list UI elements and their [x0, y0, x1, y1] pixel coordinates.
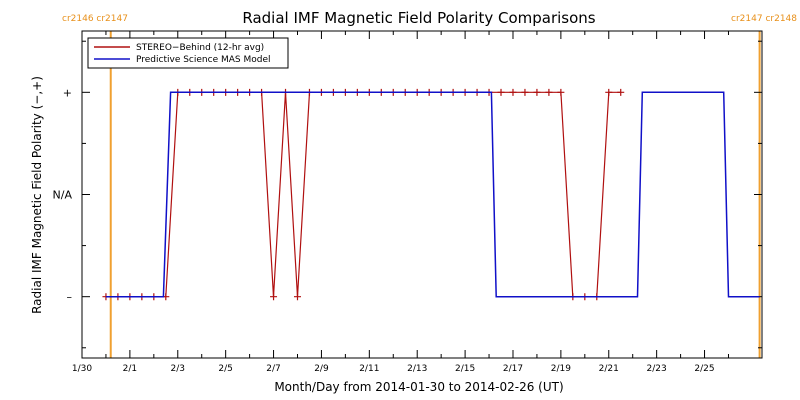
mas-model-series-line — [105, 91, 760, 298]
x-tick-label: 2/19 — [551, 364, 571, 374]
stereo-behind-series-point — [497, 88, 505, 96]
legend-entry: STEREO−Behind (12-hr avg) — [136, 43, 264, 53]
stereo-behind-series-point — [270, 293, 278, 301]
stereo-behind-series-point — [509, 88, 517, 96]
y-tick-label: – — [67, 291, 73, 304]
x-tick-label: 2/5 — [218, 364, 232, 374]
stereo-behind-series-point — [557, 88, 565, 96]
plot-frame — [81, 30, 763, 359]
legend: STEREO−Behind (12-hr avg) Predictive Scie… — [87, 37, 289, 69]
stereo-behind-series-point — [521, 88, 529, 96]
y-tick-label: + — [63, 86, 72, 99]
axis-ticks: 1/30 2/1 2/3 2/5 2/7 2/9 2/11 2/13 2/15 2/17 2/19 2… — [53, 31, 762, 374]
stereo-behind-series-point — [617, 88, 625, 96]
y-tick-label: N/A — [53, 189, 73, 202]
y-axis-label: Radial IMF Magnetic Field Polarity (−,+) — [30, 76, 44, 314]
x-axis-label: Month/Day from 2014-01-30 to 2014-02-26 … — [274, 380, 563, 394]
x-tick-label: 2/7 — [266, 364, 280, 374]
x-tick-label: 2/11 — [359, 364, 379, 374]
x-tick-label: 2/3 — [171, 364, 185, 374]
carrington-label: cr2147 cr2148 — [731, 14, 797, 24]
x-tick-label: 1/30 — [72, 364, 92, 374]
x-tick-label: 2/1 — [123, 364, 137, 374]
x-tick-label: 2/23 — [647, 364, 667, 374]
stereo-behind-series-point — [545, 88, 553, 96]
x-tick-label: 2/21 — [599, 364, 619, 374]
stereo-behind-series-point — [293, 293, 301, 301]
x-tick-label: 2/17 — [503, 364, 523, 374]
x-tick-label: 2/9 — [314, 364, 329, 374]
x-tick-label: 2/25 — [694, 364, 714, 374]
plot-border — [81, 30, 763, 359]
legend-box — [87, 37, 289, 69]
stereo-behind-series-point — [605, 88, 613, 96]
data-series — [102, 88, 760, 301]
carrington-label: cr2146 cr2147 — [62, 14, 128, 24]
stereo-behind-series-line — [105, 91, 621, 298]
stereo-behind-series-point — [533, 88, 541, 96]
x-tick-label: 2/13 — [407, 364, 427, 374]
chart-title: Radial IMF Magnetic Field Polarity Compa… — [242, 9, 595, 27]
x-tick-label: 2/15 — [455, 364, 475, 374]
legend-entry: Predictive Science MAS Model — [136, 55, 271, 65]
